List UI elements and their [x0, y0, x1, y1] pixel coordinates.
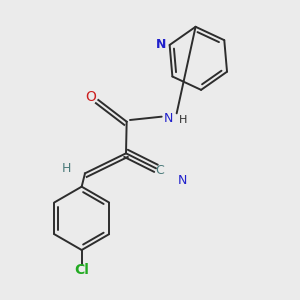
Text: H: H: [62, 162, 71, 175]
Text: N: N: [156, 38, 166, 52]
Text: C: C: [156, 164, 164, 178]
Text: Cl: Cl: [74, 263, 89, 277]
Text: H: H: [179, 115, 188, 125]
Text: N: N: [178, 173, 187, 187]
Text: N: N: [164, 112, 173, 125]
Text: O: O: [85, 90, 96, 104]
